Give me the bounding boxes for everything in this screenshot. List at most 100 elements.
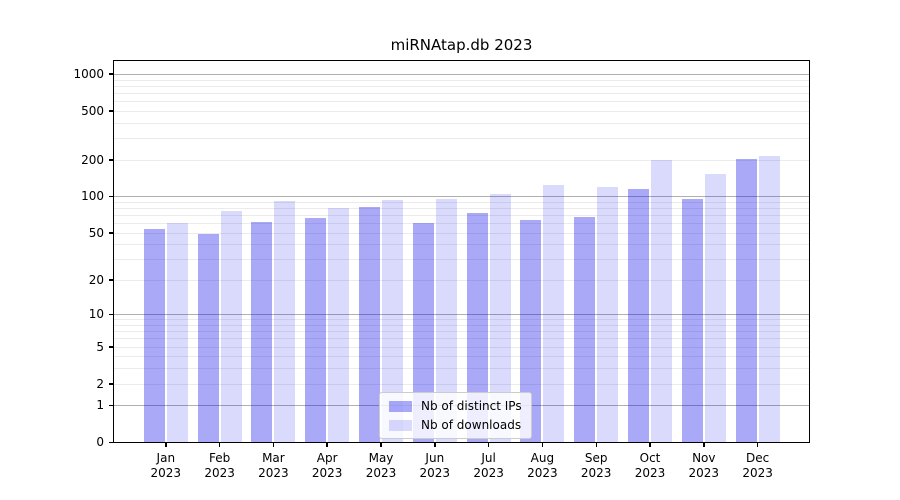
bar-distinct-ips — [412, 223, 434, 442]
y-tick-label: 200 — [81, 152, 104, 167]
bar-downloads — [382, 200, 403, 442]
bar-downloads — [597, 186, 619, 442]
minor-gridline — [114, 101, 809, 103]
minor-gridline — [114, 223, 809, 224]
x-tick — [756, 443, 759, 447]
x-tick — [434, 443, 436, 447]
y-tick-label: 2 — [96, 376, 104, 391]
major-gridline — [114, 314, 809, 316]
bar-distinct-ips — [628, 189, 649, 442]
y-tick-label: 100 — [81, 189, 104, 204]
legend: Nb of distinct IPs Nb of downloads — [379, 392, 532, 439]
bar-downloads — [543, 184, 565, 442]
minor-gridline — [114, 214, 809, 216]
x-tick — [218, 443, 221, 447]
bar-downloads — [758, 155, 780, 442]
bar-downloads — [328, 207, 350, 442]
x-tick — [541, 443, 544, 447]
bar-distinct-ips — [143, 228, 165, 442]
x-tick — [487, 443, 490, 447]
minor-gridline — [114, 85, 809, 87]
legend-label-distinct-ips: Nb of distinct IPs — [421, 399, 522, 413]
y-tick-label: 50 — [88, 225, 104, 240]
y-tick — [109, 404, 113, 407]
chart-layers — [114, 61, 809, 442]
x-tick — [649, 443, 651, 447]
bar-downloads — [435, 198, 457, 442]
y-tick — [109, 313, 113, 316]
bar-distinct-ips — [359, 206, 380, 442]
minor-gridline — [114, 110, 809, 112]
bar-distinct-ips — [197, 233, 219, 442]
bar-distinct-ips — [466, 212, 488, 442]
x-tick-label: Mar 2023 — [258, 451, 289, 480]
minor-gridline — [114, 244, 809, 246]
bar-distinct-ips — [251, 222, 273, 442]
bar-downloads — [651, 159, 672, 442]
minor-gridline — [114, 159, 809, 161]
minor-gridline — [114, 138, 809, 139]
minor-gridline — [114, 279, 809, 281]
y-tick — [109, 110, 113, 112]
minor-gridline — [114, 122, 809, 124]
x-tick-label: Oct 2023 — [634, 451, 666, 480]
x-tick — [703, 443, 705, 447]
bar-distinct-ips — [305, 218, 327, 442]
x-tick-label: Dec 2023 — [742, 451, 773, 480]
y-tick — [109, 279, 113, 281]
x-tick-label: Aug 2023 — [527, 451, 558, 480]
x-tick-label: Nov 2023 — [688, 451, 720, 480]
x-tick — [326, 443, 328, 447]
minor-gridline — [114, 324, 809, 326]
x-tick-label: Apr 2023 — [311, 451, 343, 480]
bar-downloads — [166, 223, 188, 442]
minor-gridline — [114, 319, 809, 321]
bar-distinct-ips — [520, 219, 542, 442]
legend-swatch-distinct-ips — [389, 400, 412, 412]
bar-downloads — [274, 201, 296, 442]
minor-gridline — [114, 383, 809, 385]
bar-downloads — [489, 193, 511, 442]
x-tick-label: May 2023 — [365, 451, 397, 480]
x-tick — [165, 443, 167, 447]
x-tick-label: Jun 2023 — [419, 451, 451, 480]
y-tick-label: 5 — [96, 339, 104, 354]
x-tick — [595, 443, 597, 447]
minor-gridline — [114, 232, 809, 234]
minor-gridline — [114, 259, 809, 261]
x-tick-label: Jan 2023 — [150, 451, 182, 480]
y-tick-label: 20 — [88, 272, 104, 287]
x-tick — [272, 443, 275, 447]
y-tick-label: 0 — [96, 435, 104, 449]
minor-gridline — [114, 79, 809, 81]
y-tick — [109, 346, 113, 348]
bar-distinct-ips — [735, 159, 757, 442]
minor-gridline — [114, 368, 809, 370]
minor-gridline — [114, 338, 809, 340]
y-tick-label: 1 — [96, 398, 104, 413]
y-tick — [109, 441, 113, 443]
plot-area: Nb of distinct IPs Nb of downloads — [113, 60, 810, 443]
minor-gridline — [114, 92, 809, 94]
y-tick — [109, 73, 113, 75]
minor-gridline — [114, 331, 809, 333]
y-tick-label: 500 — [81, 103, 104, 118]
y-tick — [109, 195, 113, 198]
bar-distinct-ips — [681, 199, 703, 442]
bar-distinct-ips — [574, 217, 596, 442]
legend-label-downloads: Nb of downloads — [421, 418, 522, 432]
x-tick-label: Feb 2023 — [204, 451, 235, 480]
x-tick-label: Jul 2023 — [473, 451, 504, 480]
legend-item-downloads: Nb of downloads — [389, 417, 522, 433]
y-tick — [109, 232, 113, 234]
major-gridline — [114, 196, 809, 198]
minor-gridline — [114, 346, 809, 348]
minor-gridline — [114, 207, 809, 209]
bar-downloads — [704, 174, 726, 442]
major-gridline — [114, 73, 809, 75]
y-tick — [109, 383, 113, 385]
y-tick-label: 10 — [88, 307, 104, 322]
x-tick — [380, 443, 382, 447]
y-tick-label: 1000 — [73, 66, 104, 81]
